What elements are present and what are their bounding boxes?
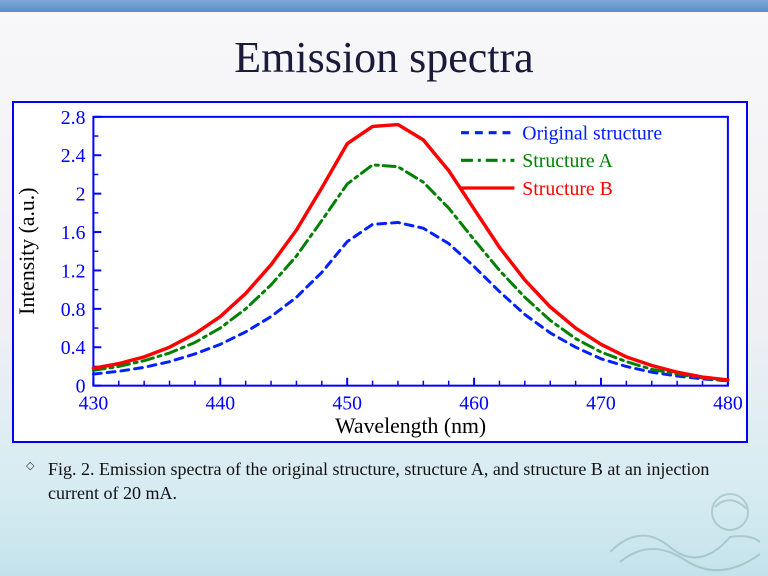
slide-title: Emission spectra	[0, 32, 768, 83]
svg-text:0.4: 0.4	[61, 337, 86, 359]
svg-text:440: 440	[205, 392, 235, 414]
svg-text:1.6: 1.6	[61, 222, 86, 244]
svg-text:1.2: 1.2	[61, 260, 86, 282]
chart-svg: 43044045046047048000.40.81.21.622.42.8Wa…	[14, 103, 746, 441]
svg-text:Structure B: Structure B	[522, 178, 613, 200]
svg-text:Structure A: Structure A	[522, 150, 613, 172]
figure-caption: Fig. 2. Emission spectra of the original…	[48, 457, 728, 506]
svg-text:2: 2	[76, 184, 86, 206]
window-titlebar	[0, 0, 768, 12]
svg-text:0.8: 0.8	[61, 299, 86, 321]
svg-text:Intensity (a.u.): Intensity (a.u.)	[15, 188, 39, 315]
svg-text:480: 480	[713, 392, 743, 414]
svg-text:460: 460	[459, 392, 489, 414]
svg-text:2.8: 2.8	[61, 107, 86, 129]
svg-text:Original structure: Original structure	[522, 123, 662, 145]
emission-spectra-chart: 43044045046047048000.40.81.21.622.42.8Wa…	[12, 101, 748, 443]
svg-text:Wavelength (nm): Wavelength (nm)	[335, 414, 486, 438]
svg-text:470: 470	[586, 392, 616, 414]
svg-text:2.4: 2.4	[61, 145, 86, 167]
svg-text:450: 450	[332, 392, 362, 414]
svg-text:0: 0	[76, 376, 86, 398]
